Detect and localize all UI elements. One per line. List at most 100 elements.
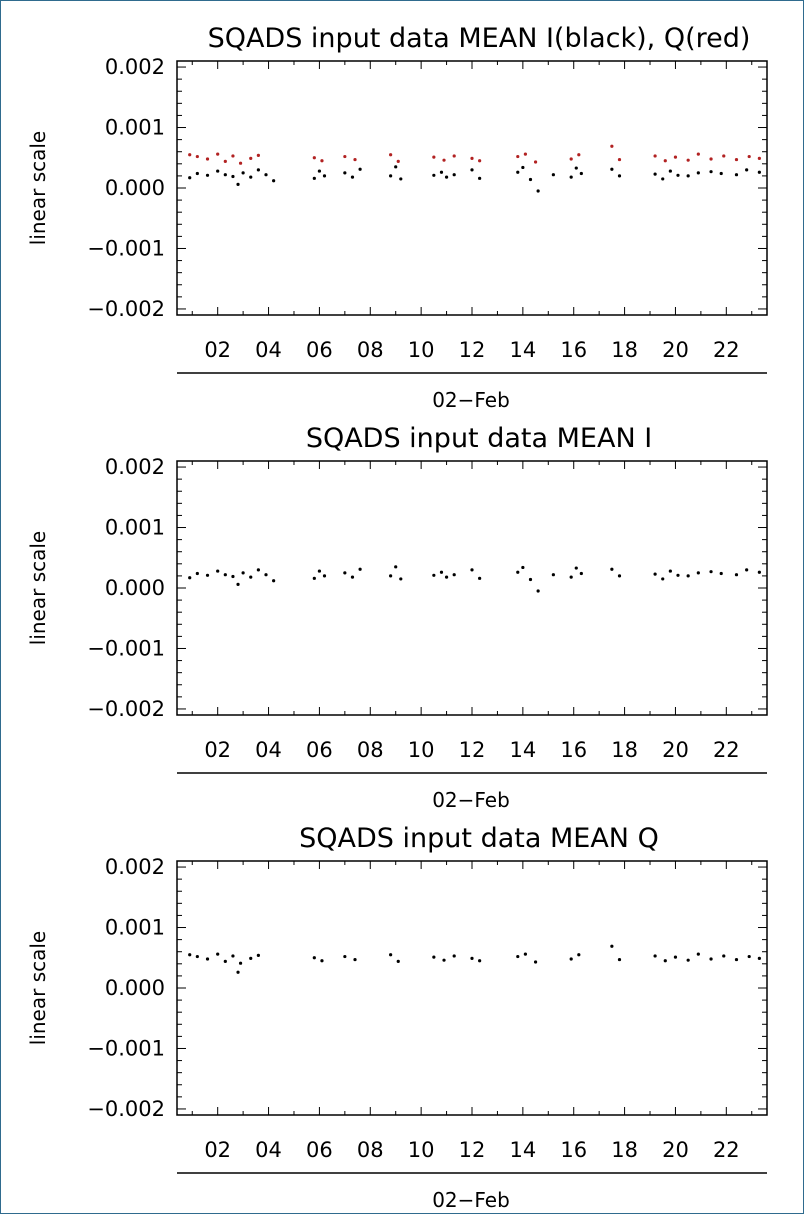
data-point xyxy=(470,156,474,160)
data-point xyxy=(238,961,243,965)
x-tick-label: 16 xyxy=(560,1138,587,1162)
data-point xyxy=(757,956,761,960)
x-tick-label: 14 xyxy=(509,738,536,762)
data-point xyxy=(574,566,578,570)
data-point xyxy=(442,158,446,162)
data-point xyxy=(676,573,680,577)
data-point xyxy=(577,953,581,957)
data-point xyxy=(719,171,723,176)
data-point xyxy=(734,573,739,577)
x-tick-label: 20 xyxy=(662,338,689,362)
data-point xyxy=(610,567,614,571)
data-point xyxy=(236,970,240,974)
data-point xyxy=(734,957,739,962)
data-point xyxy=(470,168,474,172)
data-point xyxy=(236,182,240,186)
data-point xyxy=(256,168,260,172)
data-point xyxy=(439,170,444,174)
data-point xyxy=(653,954,657,958)
data-point xyxy=(516,154,520,159)
data-point xyxy=(317,569,322,573)
data-point xyxy=(272,579,276,583)
data-point xyxy=(516,170,520,174)
data-point xyxy=(358,567,362,571)
y-tick-label: 0.001 xyxy=(105,916,165,940)
data-point xyxy=(533,960,538,964)
data-point xyxy=(231,574,235,579)
x-tick-label: 22 xyxy=(713,1138,740,1162)
x-tick-label: 12 xyxy=(459,738,486,762)
data-point xyxy=(577,153,581,157)
data-point xyxy=(188,153,192,157)
data-point xyxy=(569,957,573,961)
x-tick-label: 04 xyxy=(255,1138,282,1162)
x-tick-label: 14 xyxy=(509,338,536,362)
data-point xyxy=(223,159,227,163)
data-point xyxy=(241,571,245,575)
y-tick-label: −0.002 xyxy=(87,297,165,321)
data-point xyxy=(350,575,355,579)
data-point xyxy=(523,152,528,156)
data-point xyxy=(205,573,210,577)
data-point xyxy=(195,954,199,959)
data-point xyxy=(195,571,199,576)
x-axis-date-label: 02−Feb xyxy=(432,1188,510,1212)
data-point xyxy=(617,174,622,178)
data-point xyxy=(696,152,700,156)
data-point xyxy=(478,176,482,180)
data-point xyxy=(516,570,520,574)
data-point xyxy=(231,154,235,158)
data-point xyxy=(343,954,347,959)
data-point xyxy=(610,144,614,148)
x-tick-label: 02 xyxy=(204,338,231,362)
data-point xyxy=(745,168,749,172)
data-point xyxy=(521,565,525,570)
data-point xyxy=(216,152,220,156)
data-point xyxy=(231,954,235,958)
data-point xyxy=(432,955,436,959)
data-point xyxy=(452,154,456,158)
data-point xyxy=(709,957,713,961)
data-point xyxy=(686,174,690,178)
data-point xyxy=(734,157,739,162)
data-point xyxy=(663,959,667,963)
data-point xyxy=(399,577,403,581)
data-point xyxy=(223,959,227,963)
data-point xyxy=(432,173,436,177)
y-tick-label: −0.001 xyxy=(87,1036,165,1060)
data-point xyxy=(722,954,726,958)
data-point xyxy=(188,176,192,180)
data-point xyxy=(264,573,268,577)
data-point xyxy=(394,565,398,569)
data-point xyxy=(536,189,540,193)
x-tick-label: 08 xyxy=(357,338,384,362)
data-point xyxy=(696,952,700,956)
data-point xyxy=(661,577,665,581)
data-point xyxy=(389,953,393,957)
data-point xyxy=(661,177,665,181)
data-point xyxy=(478,576,482,580)
data-point xyxy=(312,956,316,960)
chart-title: SQADS input data MEAN I(black), Q(red) xyxy=(208,23,751,54)
data-point xyxy=(523,952,528,956)
data-point xyxy=(312,576,316,580)
data-point xyxy=(617,574,622,578)
x-tick-label: 10 xyxy=(408,1138,435,1162)
x-tick-label: 02 xyxy=(204,1138,231,1162)
x-tick-label: 16 xyxy=(560,338,587,362)
data-point xyxy=(272,179,276,183)
data-point xyxy=(663,159,667,163)
data-point xyxy=(389,574,393,578)
data-point xyxy=(195,171,199,176)
data-point xyxy=(322,174,327,178)
data-point xyxy=(389,174,393,178)
y-tick-label: 0.000 xyxy=(105,576,165,600)
data-point xyxy=(256,568,260,572)
plot-frame xyxy=(176,860,768,1116)
data-point xyxy=(256,953,260,957)
data-point xyxy=(358,167,362,171)
x-tick-label: 06 xyxy=(306,738,333,762)
x-tick-label: 16 xyxy=(560,738,587,762)
